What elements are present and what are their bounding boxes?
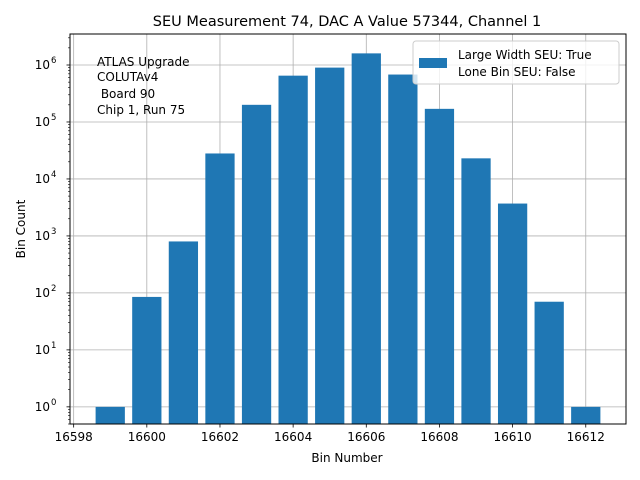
bar-16609 xyxy=(461,158,491,425)
axes-frame xyxy=(69,33,627,425)
x-tick-label: 16606 xyxy=(347,430,385,444)
bar-16600 xyxy=(132,296,162,424)
legend-frame xyxy=(412,40,620,85)
bar-16604 xyxy=(278,75,308,424)
bar-16610 xyxy=(497,203,528,424)
bars xyxy=(95,53,601,425)
annotation-box: ATLAS Upgrade COLUTAv4 Board 90 Chip 1, … xyxy=(97,55,190,117)
x-tick-label: 16598 xyxy=(55,430,93,444)
x-tick-label: 16600 xyxy=(128,430,166,444)
y-tick-label-base: 10 xyxy=(35,115,50,129)
x-axis-label: Bin Number xyxy=(311,451,382,465)
y-tick-label-exponent: 6 xyxy=(51,56,56,66)
bar-16602 xyxy=(205,153,235,424)
bar-16601 xyxy=(168,241,199,424)
x-tick-label: 16608 xyxy=(420,430,458,444)
annotation-line-2: COLUTAv4 xyxy=(97,70,158,84)
bar-16606 xyxy=(351,53,381,425)
y-tick-label: 10 xyxy=(35,58,50,72)
legend-entry-1: Large Width SEU: True xyxy=(458,48,592,62)
chart-title: SEU Measurement 74, DAC A Value 57344, C… xyxy=(153,14,541,30)
y-tick-label: 10 xyxy=(35,343,50,357)
y-tick-label-base: 10 xyxy=(35,172,50,186)
grid-lines xyxy=(70,34,626,424)
y-tick-label: 10 xyxy=(35,286,50,300)
x-axis-ticks: 16598 16600 16602 16604 16606 16608 16610 16612 xyxy=(55,424,605,444)
annotation-line-1: ATLAS Upgrade xyxy=(97,55,190,69)
y-axis-label: Bin Count xyxy=(14,199,28,258)
bar-16611 xyxy=(534,301,564,424)
y-tick-label-base: 10 xyxy=(35,400,50,414)
annotation-line-3: Board 90 xyxy=(97,87,155,101)
bar-16607 xyxy=(388,74,418,424)
bar-16603 xyxy=(241,104,272,424)
annotation-line-4: Chip 1, Run 75 xyxy=(97,103,185,117)
y-tick-label-exponent: 4 xyxy=(51,170,56,180)
x-tick-label: 16610 xyxy=(494,430,532,444)
y-tick-label-exponent: 1 xyxy=(51,341,56,351)
y-tick-label-base: 10 xyxy=(35,286,50,300)
legend-entry-2: Lone Bin SEU: False xyxy=(458,65,576,79)
bar-16599 xyxy=(95,406,125,424)
y-tick-label: 10 xyxy=(35,229,50,243)
y-tick-label-exponent: 3 xyxy=(51,227,56,237)
y-tick-label-exponent: 5 xyxy=(51,113,56,123)
y-tick-label-exponent: 0 xyxy=(51,398,56,408)
y-tick-label: 10 xyxy=(35,400,50,414)
x-tick-label: 16604 xyxy=(274,430,312,444)
legend-swatch xyxy=(419,58,447,68)
y-tick-label-exponent: 2 xyxy=(51,284,56,294)
bar-16612 xyxy=(571,406,601,424)
y-tick-label: 10 xyxy=(35,172,50,186)
bar-16608 xyxy=(424,108,455,424)
bar-16605 xyxy=(315,67,345,425)
y-tick-label-base: 10 xyxy=(35,58,50,72)
y-tick-label-base: 10 xyxy=(35,229,50,243)
y-tick-label-base: 10 xyxy=(35,343,50,357)
legend: Large Width SEU: True Lone Bin SEU: Fals… xyxy=(412,40,620,85)
y-tick-label: 10 xyxy=(35,115,50,129)
x-tick-label: 16602 xyxy=(201,430,239,444)
x-tick-label: 16612 xyxy=(567,430,605,444)
